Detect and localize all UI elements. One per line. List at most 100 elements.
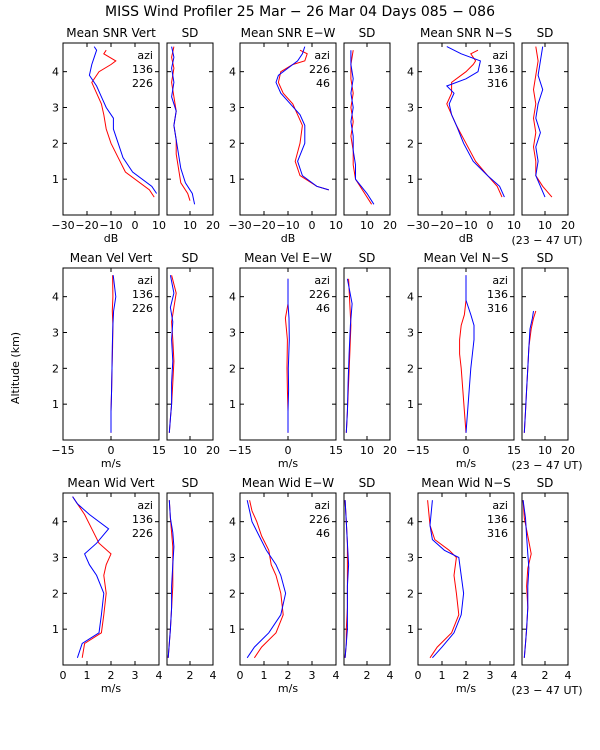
series-line-226-2-0-mean [72,496,110,658]
legend-entry-0-2-mean: 136 [487,63,508,76]
series-line-46-1-1-sd [345,278,353,433]
panel-title-1-0-mean: Mean Vel Vert [70,251,153,265]
x-tick-label-0-1-mean: −30 [228,219,251,232]
x-tick-label-1-0-mean: 0 [108,444,115,457]
x-unit-label-2-0-mean: m/s [101,682,121,695]
legend-header-0-2-mean: azi [492,49,508,62]
x-tick-label-0-0-mean: −10 [99,219,122,232]
x-tick-label-2-0-sd: 2 [187,669,194,682]
figure-title: MISS Wind Profiler 25 Mar − 26 Mar 04 Da… [105,4,495,20]
series-line-136-2-2-sd [522,500,532,658]
panel-title-1-2-sd: SD [537,251,554,265]
x-tick-label-1-0-sd: 10 [183,444,197,457]
panel-title-1-2-mean: Mean Vel N−S [424,251,509,265]
x-unit-label-1-1-mean: m/s [278,457,298,470]
legend-header-0-1-mean: azi [314,49,330,62]
x-tick-label-2-1-mean: 0 [237,669,244,682]
x-tick-label-2-1-sd: 4 [387,669,394,682]
series-line-316-0-2-mean [445,46,505,198]
y-tick-label-0-0-mean: 3 [52,102,59,115]
x-tick-label-2-1-mean: 2 [285,669,292,682]
series-line-46-2-1-sd [344,500,350,658]
x-tick-label-0-2-mean: −30 [406,219,429,232]
legend-entry-1-2-mean: 136 [487,288,508,301]
y-tick-label-2-0-mean: 2 [52,587,59,600]
legend-entry-1-0-mean: 136 [132,288,153,301]
panel-title-1-1-sd: SD [359,251,376,265]
series-line-316-1-2-sd [523,310,534,433]
y-tick-label-2-2-mean: 1 [407,623,414,636]
y-tick-label-1-0-mean: 4 [52,291,59,304]
x-tick-label-1-2-mean: 0 [463,444,470,457]
series-line-316-1-2-mean [465,275,475,433]
x-tick-label-1-2-mean: 15 [507,444,521,457]
series-line-226-0-1-sd [350,50,373,205]
y-tick-label-1-1-mean: 3 [229,327,236,340]
panel-frame-1-1-sd [343,267,391,441]
x-unit-label-0-1-mean: dB [281,232,296,245]
legend-header-1-2-mean: azi [492,274,508,287]
x-tick-label-0-0-sd: 10 [183,219,197,232]
legend-entry-2-2-mean: 316 [487,527,508,540]
panel-title-1-1-mean: Mean Vel E−W [244,251,332,265]
x-tick-label-2-2-mean: 1 [439,669,446,682]
y-tick-label-1-2-mean: 4 [407,291,414,304]
x-tick-label-2-1-sd: 2 [364,669,371,682]
y-tick-label-0-2-mean: 1 [407,173,414,186]
x-tick-label-0-0-mean: 0 [132,219,139,232]
panel-title-0-1-sd: SD [359,26,376,40]
series-line-46-0-1-mean [275,46,329,191]
x-tick-label-1-1-sd: 20 [383,444,397,457]
y-tick-label-1-0-mean: 3 [52,327,59,340]
legend-header-1-0-mean: azi [137,274,153,287]
legend-entry-2-1-mean: 226 [309,513,330,526]
x-tick-label-2-2-mean: 2 [463,669,470,682]
series-line-226-1-0-mean [110,275,117,433]
series-line-226-1-0-sd [168,275,175,433]
y-tick-label-2-1-mean: 2 [229,587,236,600]
y-tick-label-1-0-mean: 1 [52,398,59,411]
panel-title-2-1-sd: SD [359,476,376,490]
series-line-226-0-1-mean [277,49,329,191]
x-tick-label-0-2-mean: 0 [487,219,494,232]
legend-entry-0-0-mean: 226 [132,77,153,90]
x-tick-label-0-0-sd: 20 [206,219,220,232]
legend-header-2-0-mean: azi [137,499,153,512]
panel-title-2-2-mean: Mean Wid N−S [421,476,511,490]
y-tick-label-0-0-mean: 1 [52,173,59,186]
series-line-226-0-0-mean [88,46,158,194]
legend-entry-1-0-mean: 226 [132,302,153,315]
panel-title-0-2-mean: Mean SNR N−S [420,26,512,40]
y-tick-label-0-2-mean: 4 [407,66,414,79]
x-tick-label-1-1-mean: 0 [285,444,292,457]
y-tick-label-2-0-mean: 3 [52,552,59,565]
panel-frame-2-0-sd [166,492,214,666]
y-tick-label-2-1-mean: 4 [229,516,236,529]
legend-entry-1-2-mean: 316 [487,302,508,315]
x-tick-label-0-2-mean: −10 [454,219,477,232]
y-tick-label-0-2-mean: 3 [407,102,414,115]
x-unit-label-0-2-mean: dB [459,232,474,245]
legend-header-2-1-mean: azi [314,499,330,512]
series-line-46-1-1-mean [287,278,290,433]
x-tick-label-1-0-mean: 15 [152,444,166,457]
x-tick-label-0-2-mean: 10 [507,219,521,232]
series-line-136-2-0-mean [72,496,112,658]
y-tick-label-1-2-mean: 2 [407,362,414,375]
x-tick-label-2-0-sd: 4 [210,669,217,682]
y-tick-label-1-0-mean: 2 [52,362,59,375]
series-line-316-2-2-mean [429,500,465,659]
series-line-316-2-2-sd [522,500,530,658]
x-tick-label-0-1-sd: 20 [383,219,397,232]
y-tick-label-2-0-mean: 1 [52,623,59,636]
y-tick-label-2-0-mean: 4 [52,516,59,529]
panel-title-2-0-mean: Mean Wid Vert [67,476,154,490]
x-tick-label-0-0-mean: 10 [152,219,166,232]
x-tick-label-1-2-sd: 10 [538,444,552,457]
x-tick-label-1-1-mean: 15 [329,444,343,457]
x-tick-label-2-2-mean: 0 [415,669,422,682]
legend-entry-1-1-mean: 46 [316,302,330,315]
series-line-136-2-2-mean [427,500,460,659]
x-tick-label-2-2-mean: 4 [511,669,518,682]
